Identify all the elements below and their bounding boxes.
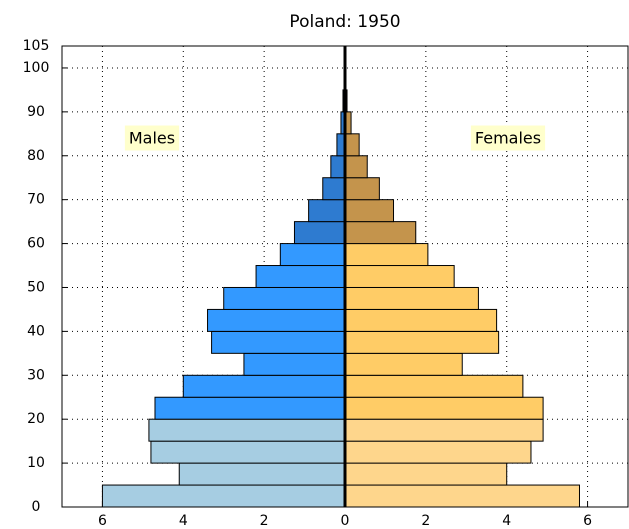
- bar: [344, 133, 360, 157]
- x-tick-label: 2: [260, 513, 269, 529]
- legend-label: Males: [129, 129, 175, 148]
- bar: [182, 374, 346, 398]
- x-tick-label: 4: [502, 513, 511, 529]
- bar: [150, 440, 346, 464]
- bar: [344, 155, 368, 179]
- bar: [148, 418, 346, 442]
- bar: [344, 308, 498, 332]
- bar: [344, 374, 524, 398]
- bar: [344, 177, 380, 201]
- bar: [322, 177, 346, 201]
- y-tick-label: 10: [27, 455, 45, 471]
- bar: [211, 330, 346, 354]
- y-tick-label: 0: [32, 499, 41, 515]
- y-tick-label: 40: [27, 323, 45, 339]
- x-tick-label: 6: [98, 513, 107, 529]
- x-tick-label: 6: [583, 513, 592, 529]
- legend-label: Females: [475, 129, 541, 148]
- bar: [344, 484, 580, 508]
- bar: [178, 462, 346, 486]
- x-tick-label: 2: [421, 513, 430, 529]
- y-tick-label: 90: [27, 104, 45, 120]
- x-tick-label: 0: [341, 513, 350, 529]
- plot-frame: [61, 45, 629, 508]
- y-tick-label: 105: [23, 38, 50, 54]
- bar: [344, 396, 544, 420]
- bar: [344, 243, 429, 267]
- bar: [330, 155, 346, 179]
- bar: [344, 352, 463, 376]
- bar: [344, 418, 544, 442]
- bar: [344, 199, 395, 223]
- legend-box: [124, 125, 180, 151]
- bar: [207, 308, 346, 332]
- y-tick-label: 70: [27, 192, 45, 208]
- x-tick-label: 4: [179, 513, 188, 529]
- y-tick-label: 30: [27, 367, 45, 383]
- bar: [243, 352, 346, 376]
- bar: [344, 330, 500, 354]
- bar: [344, 440, 532, 464]
- legend-item: Males: [124, 125, 180, 151]
- bar: [101, 484, 346, 508]
- bar: [344, 221, 417, 245]
- legend-item: Females: [470, 125, 546, 151]
- chart-title: Poland: 1950: [289, 12, 400, 32]
- y-tick-label: 100: [23, 60, 50, 76]
- bar: [308, 199, 346, 223]
- bar: [293, 221, 346, 245]
- bar: [344, 286, 479, 310]
- bar: [154, 396, 346, 420]
- bar: [344, 462, 508, 486]
- y-tick-label: 80: [27, 148, 45, 164]
- bar: [279, 243, 346, 267]
- y-tick-label: 20: [27, 411, 45, 427]
- y-tick-label: 60: [27, 236, 45, 252]
- legend-box: [470, 125, 546, 151]
- y-tick-label: 50: [27, 279, 45, 295]
- bar: [255, 265, 346, 288]
- bar: [344, 265, 455, 288]
- bar: [223, 286, 346, 310]
